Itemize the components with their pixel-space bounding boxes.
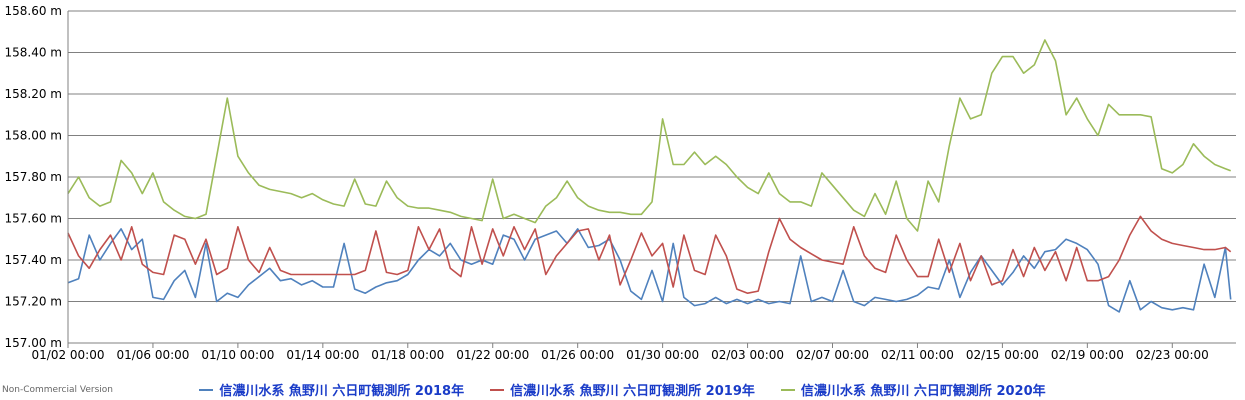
- x-tick-label: 02/19 00:00: [1051, 348, 1124, 362]
- legend-swatch-2018: [199, 388, 214, 391]
- x-tick-label: 01/06 00:00: [116, 348, 189, 362]
- axes: [67, 11, 1236, 344]
- y-tick-label: 158.00 m: [5, 129, 63, 143]
- x-tick-label: 01/26 00:00: [541, 348, 614, 362]
- y-tick-label: 158.60 m: [5, 4, 63, 18]
- y-tick-label: 157.40 m: [5, 253, 63, 267]
- x-axis-ticks: 01/02 00:00 01/06 00:00 01/10 00:00 01/14 0…: [32, 343, 1209, 362]
- x-tick-label: 01/30 00:00: [626, 348, 699, 362]
- y-tick-label: 157.80 m: [5, 170, 63, 184]
- line-chart: 157.00 m 157.20 m 157.40 m 157.60 m 157.80 m…: [5, 4, 1236, 362]
- x-tick-label: 01/22 00:00: [456, 348, 529, 362]
- series-lines: [67, 39, 1232, 313]
- x-tick-label: 02/07 00:00: [796, 348, 869, 362]
- y-tick-label: 157.20 m: [5, 295, 63, 309]
- legend: 信濃川水系 魚野川 六日町観測所 2018年 信濃川水系 魚野川 六日町観測所 …: [0, 380, 1245, 399]
- x-tick-label: 01/02 00:00: [32, 348, 105, 362]
- series-line-2018: [67, 228, 1232, 313]
- legend-item-2019[interactable]: 信濃川水系 魚野川 六日町観測所 2019年: [490, 380, 755, 399]
- y-tick-label: 158.40 m: [5, 46, 63, 60]
- x-tick-label: 02/15 00:00: [966, 348, 1039, 362]
- y-axis-ticks: 157.00 m 157.20 m 157.40 m 157.60 m 157.80 m…: [5, 4, 63, 350]
- watermark: Non-Commercial Version: [2, 385, 113, 395]
- y-tick-label: 157.60 m: [5, 212, 63, 226]
- legend-label-2019: 信濃川水系 魚野川 六日町観測所 2019年: [510, 384, 755, 399]
- series-line-2020: [67, 39, 1231, 232]
- legend-label-2020: 信濃川水系 魚野川 六日町観測所 2020年: [800, 384, 1046, 399]
- legend-label-2018: 信濃川水系 魚野川 六日町観測所 2018年: [219, 384, 465, 399]
- legend-swatch-2020: [780, 388, 795, 391]
- x-tick-label: 01/10 00:00: [201, 348, 274, 362]
- y-tick-label: 157.00 m: [5, 336, 63, 350]
- x-tick-label: 01/14 00:00: [286, 348, 359, 362]
- legend-item-2018[interactable]: 信濃川水系 魚野川 六日町観測所 2018年: [199, 380, 464, 399]
- x-tick-label: 01/18 00:00: [371, 348, 444, 362]
- grid-lines: [68, 10, 1236, 344]
- series-line-2019: [67, 215, 1232, 295]
- legend-item-2020[interactable]: 信濃川水系 魚野川 六日町観測所 2020年: [780, 380, 1046, 399]
- y-tick-label: 158.20 m: [5, 87, 63, 101]
- x-tick-label: 02/23 00:00: [1136, 348, 1209, 362]
- x-tick-label: 02/11 00:00: [881, 348, 954, 362]
- legend-swatch-2019: [490, 388, 505, 391]
- x-tick-label: 02/03 00:00: [711, 348, 784, 362]
